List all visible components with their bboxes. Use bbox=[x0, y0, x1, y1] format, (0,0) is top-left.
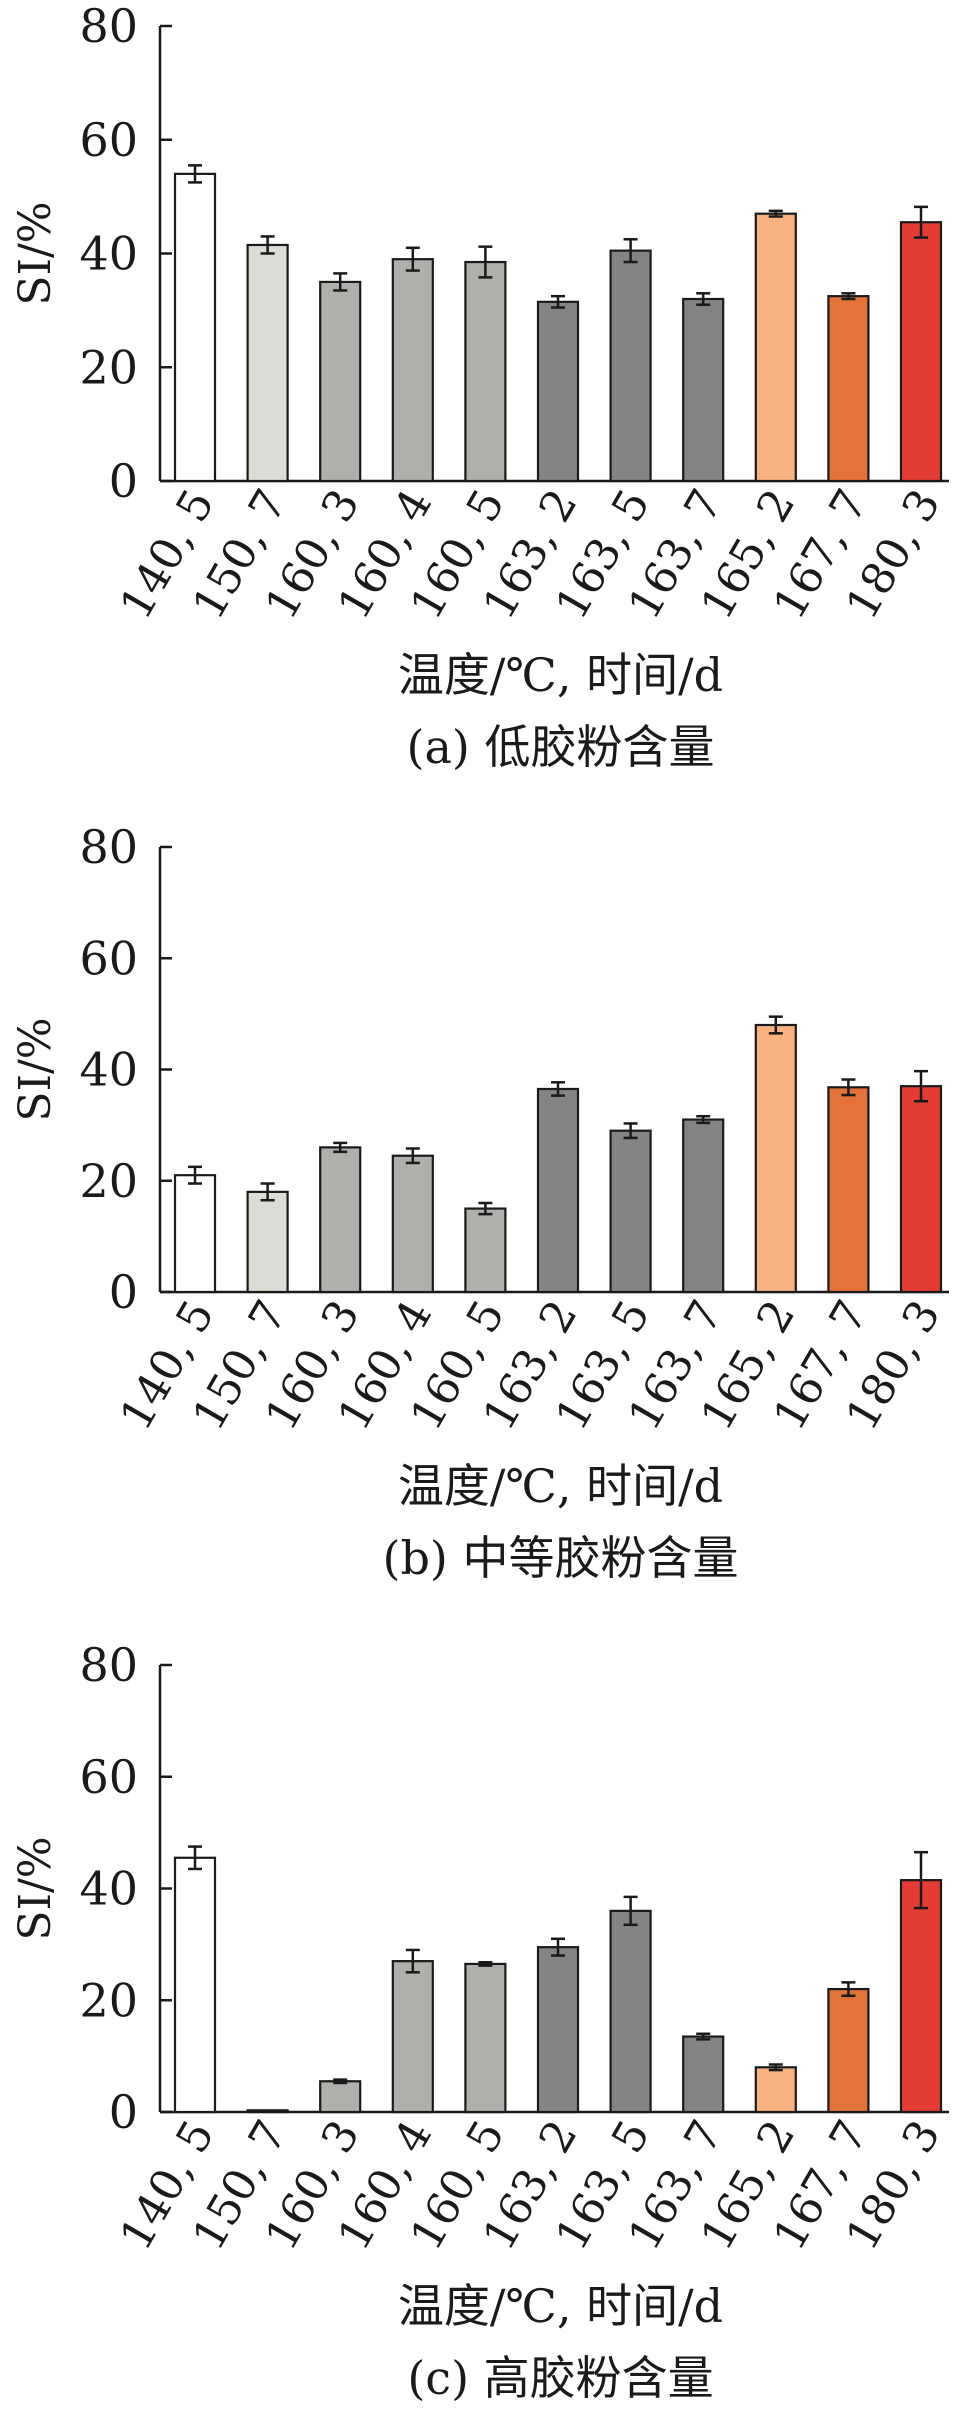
bar bbox=[682, 2035, 725, 2114]
y-axis-title: SI/% bbox=[10, 201, 61, 305]
bar bbox=[464, 1962, 507, 2114]
y-tick-label: 0 bbox=[109, 1265, 138, 1319]
x-axis-title: 温度/℃, 时间/d bbox=[398, 648, 723, 702]
bar bbox=[464, 1207, 507, 1294]
bar bbox=[609, 1909, 652, 2114]
bar bbox=[682, 1118, 725, 1294]
y-tick-label: 80 bbox=[79, 1638, 138, 1692]
bar bbox=[173, 1174, 217, 1294]
bar bbox=[536, 300, 580, 483]
bar bbox=[173, 172, 217, 483]
y-tick-label: 60 bbox=[79, 1750, 138, 1804]
y-tick-label: 20 bbox=[79, 1973, 138, 2027]
bar bbox=[827, 1987, 870, 2114]
bar bbox=[899, 221, 943, 483]
y-tick-label: 80 bbox=[79, 0, 138, 53]
y-axis-title: SI/% bbox=[10, 1017, 61, 1121]
chart-caption: (a) 低胶粉含量 bbox=[407, 720, 715, 774]
bar bbox=[391, 1154, 434, 1294]
x-axis-title: 温度/℃, 时间/d bbox=[398, 1459, 723, 1513]
bar bbox=[827, 295, 870, 483]
bar bbox=[246, 1190, 289, 1294]
bar bbox=[319, 280, 362, 483]
bar bbox=[754, 2066, 797, 2114]
bar bbox=[536, 1946, 580, 2114]
bar bbox=[682, 297, 725, 483]
y-tick-label: 20 bbox=[79, 340, 138, 394]
y-tick-label: 60 bbox=[79, 113, 138, 167]
y-tick-label: 60 bbox=[79, 931, 138, 985]
y-tick-label: 0 bbox=[109, 454, 138, 508]
bar bbox=[754, 212, 797, 483]
bar bbox=[246, 243, 289, 483]
bar bbox=[464, 260, 507, 483]
y-axis-title: SI/% bbox=[10, 1836, 61, 1940]
y-tick-label: 40 bbox=[79, 1043, 138, 1097]
x-axis-title: 温度/℃, 时间/d bbox=[398, 2279, 723, 2333]
bar bbox=[899, 1085, 943, 1294]
y-tick-label: 40 bbox=[79, 227, 138, 281]
y-tick-label: 20 bbox=[79, 1154, 138, 1208]
bar bbox=[246, 2109, 289, 2114]
bar bbox=[754, 1023, 797, 1294]
chart-caption: (b) 中等胶粉含量 bbox=[383, 1531, 739, 1585]
bar bbox=[391, 1960, 434, 2114]
bar bbox=[536, 1087, 580, 1294]
y-tick-label: 80 bbox=[79, 820, 138, 874]
bar bbox=[899, 1879, 943, 2114]
y-tick-label: 40 bbox=[79, 1862, 138, 1916]
bar bbox=[319, 2080, 362, 2114]
bar bbox=[391, 258, 434, 483]
bar bbox=[319, 1146, 362, 1294]
bar bbox=[827, 1086, 870, 1294]
chart-caption: (c) 高胶粉含量 bbox=[407, 2351, 713, 2405]
bar bbox=[173, 1856, 217, 2114]
y-tick-label: 0 bbox=[109, 2085, 138, 2139]
bar bbox=[609, 249, 652, 483]
bar bbox=[609, 1129, 652, 1294]
